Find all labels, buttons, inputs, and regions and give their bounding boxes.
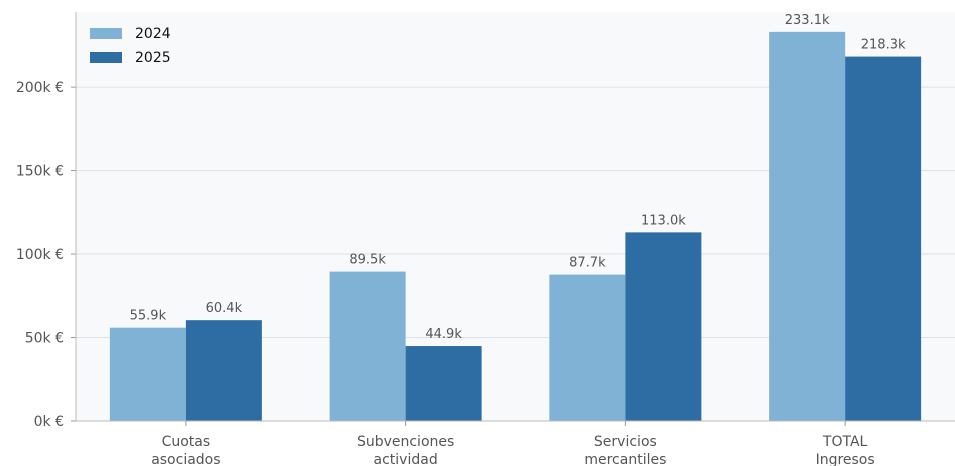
bar-2025 [185,320,262,421]
x-tick-label: mercantiles [584,452,666,466]
legend-label: 2024 [135,26,171,42]
x-tick-label: Ingresos [816,452,875,466]
y-tick-label: 0k € [34,414,64,430]
bar-2025 [625,232,702,421]
x-axis-category-labels: Cuotas asociados Subvenciones actividad Serv… [151,421,875,466]
x-tick-label: Servicios [594,434,657,450]
data-label: 113.0k [641,213,686,228]
data-label: 60.4k [206,301,243,316]
data-label: 218.3k [861,38,906,53]
x-tick-label: TOTAL [822,434,868,450]
y-tick-label: 200k € [16,80,64,96]
y-tick-label: 50k € [25,331,64,347]
y-axis-ticks: 0k € 50k € 100k € 150k € 200k € [16,80,76,430]
data-labels: 55.9k 60.4k 89.5k 44.9k 87.7k 113.0k 233.1k 218… [130,13,906,342]
x-tick-label: Cuotas [162,434,211,450]
bar-2024 [769,31,846,421]
bar-2025 [845,56,922,421]
legend-swatch-2025 [90,52,122,63]
y-tick-label: 100k € [16,247,64,263]
x-tick-label: actividad [374,452,438,466]
legend-swatch-2024 [90,28,122,39]
x-tick-label: Subvenciones [357,434,454,450]
bar-2025 [405,346,482,421]
bars [109,31,922,421]
legend-label: 2025 [135,50,171,66]
y-tick-label: 150k € [16,164,64,180]
data-label: 233.1k [785,13,830,28]
data-label: 44.9k [425,327,462,342]
data-label: 87.7k [569,256,606,271]
legend: 2024 2025 [90,26,171,66]
bar-2024 [109,327,186,421]
bar-2024 [549,274,626,421]
bar-2024 [329,271,406,421]
x-tick-label: asociados [151,452,220,466]
data-label: 89.5k [349,253,386,268]
data-label: 55.9k [130,309,167,324]
